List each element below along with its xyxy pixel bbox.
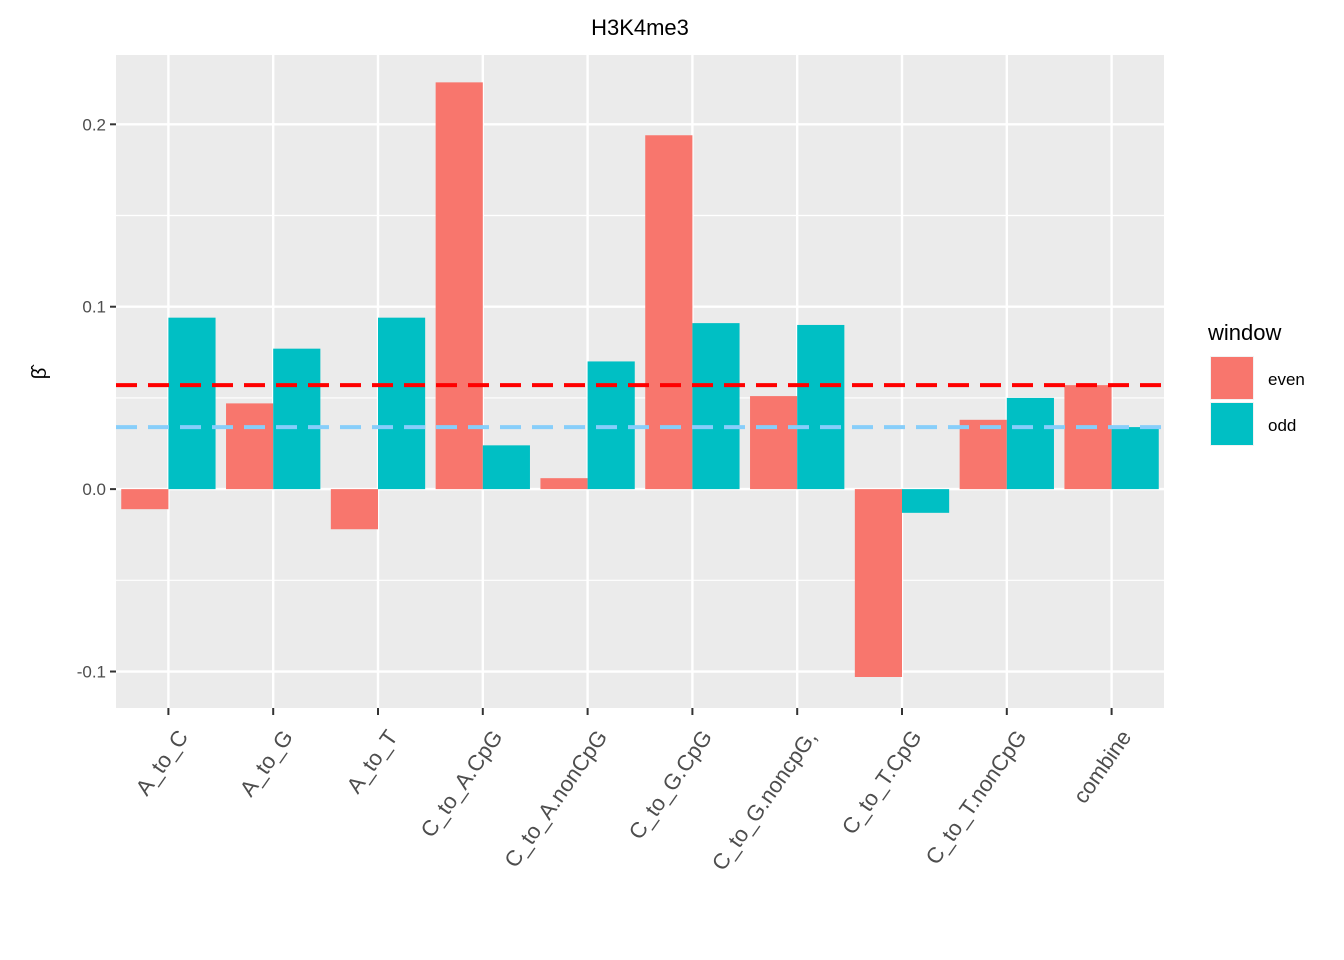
x-tick-label: C_to_G.noncpG, — [707, 725, 822, 875]
legend-label-even: even — [1268, 370, 1305, 389]
x-tick-label: C_to_G.CpG — [624, 725, 717, 844]
bar-even — [121, 489, 169, 510]
legend-swatch-even — [1211, 357, 1253, 399]
y-tick-label: 0.2 — [82, 115, 106, 134]
legend-title: window — [1207, 320, 1281, 345]
bar-even — [435, 82, 483, 490]
bar-even — [854, 489, 902, 677]
bar-odd — [273, 348, 321, 490]
y-axis: -0.1 0.0 0.1 0.2 — [77, 115, 116, 682]
reference-lines — [116, 383, 1164, 430]
bar-even — [750, 396, 798, 490]
y-tick-label: 0.1 — [82, 298, 106, 317]
y-tick-label: -0.1 — [77, 663, 106, 682]
x-tick-label: A_to_C — [131, 725, 194, 800]
bar-odd — [797, 324, 845, 490]
x-tick-label: C_to_A.nonCpG — [499, 725, 612, 872]
bar-even — [226, 403, 274, 490]
bar-odd — [902, 489, 950, 513]
x-tick-label: A_to_T — [342, 725, 403, 797]
bar-odd — [378, 317, 426, 490]
bars — [121, 82, 1159, 677]
legend: window even odd — [1207, 320, 1305, 446]
legend-swatch-odd — [1211, 403, 1253, 445]
x-tick-label: C_to_T.CpG — [837, 725, 927, 839]
chart-title: H3K4me3 — [591, 15, 689, 40]
x-axis: A_to_C A_to_G A_to_T C_to_A.CpGC_to_A.nonCp… — [131, 708, 1136, 875]
x-tick-label: C_to_T.nonCpG — [921, 725, 1032, 869]
y-axis-label: β̂ — [29, 364, 51, 380]
bar-even — [959, 419, 1007, 490]
x-tick-label: A_to_G — [235, 725, 298, 800]
bar-odd — [168, 317, 216, 490]
legend-label-odd: odd — [1268, 416, 1296, 435]
bar-odd — [692, 323, 740, 490]
bar-odd — [1006, 397, 1054, 490]
bar-odd — [1111, 427, 1159, 490]
bar-even — [1064, 385, 1112, 490]
bar-even — [540, 478, 588, 490]
y-tick-label: 0.0 — [82, 480, 106, 499]
bar-odd — [482, 445, 530, 490]
x-tick-label: combine — [1068, 725, 1136, 807]
bar-even — [645, 135, 693, 490]
bar-even — [330, 489, 378, 530]
x-tick-label: C_to_A.CpG — [415, 725, 507, 842]
